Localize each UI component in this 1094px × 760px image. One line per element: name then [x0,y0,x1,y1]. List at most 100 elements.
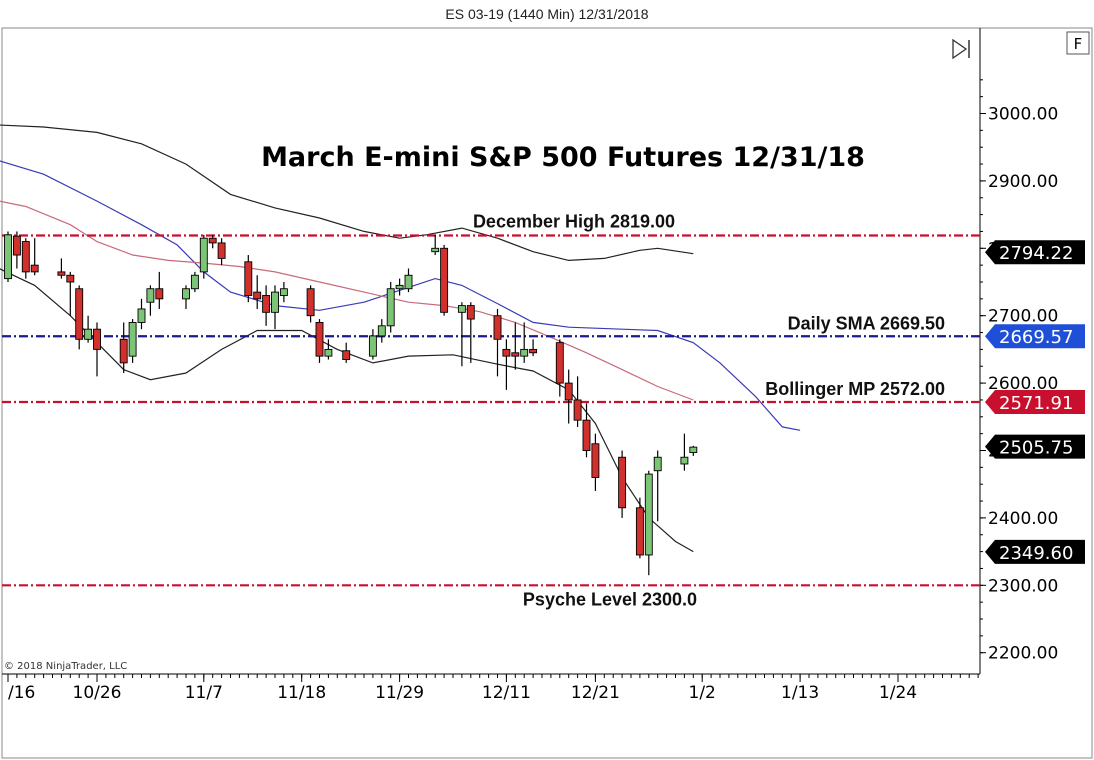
candle-body [119,338,128,364]
level-label: Psyche Level 2300.0 [523,589,697,609]
candle-body [520,348,529,357]
candle [306,285,315,323]
price-badge: 2349.60 [985,539,1085,564]
candle-body [502,348,511,357]
candle-body [618,456,627,509]
candle-body [377,325,386,337]
price-badge-bg [985,240,1085,265]
x-tick-label: 12/11 [482,683,531,703]
candle-body [146,288,155,303]
candle-body [493,315,502,340]
level-label: Daily SMA 2669.50 [788,313,945,333]
candle-body [564,382,573,401]
candle-body [653,456,662,472]
candle [30,238,39,276]
chart-header: ES 03-19 (1440 Min) 12/31/2018 [445,6,649,22]
candle-body [680,456,689,465]
candle [493,308,502,377]
candle-body [271,291,279,313]
y-tick-label: 2200.00 [988,644,1058,664]
price-badge: 2794.22 [985,240,1085,265]
candle [653,450,662,522]
candle-body [128,321,137,357]
price-badge-label: 2349.60 [999,543,1073,564]
candle [12,231,21,269]
f-button[interactable]: F [1066,31,1090,55]
candle-body [21,241,30,273]
candle [4,231,12,282]
x-tick-label: /16 [8,683,35,703]
y-tick-label: 2400.00 [988,509,1058,529]
candle-body [342,350,351,360]
candle [279,282,288,303]
level-label: December High 2819.00 [473,211,675,231]
y-tick-label: 2700.00 [988,307,1058,327]
candle [57,258,66,279]
f-button-label: F [1074,35,1083,53]
candle-body [529,348,538,354]
candle-body [431,247,440,253]
x-tick-label: 11/7 [185,683,223,703]
sma-line [0,160,801,431]
candle [217,238,226,266]
candlesticks [4,231,698,576]
candle-body [368,335,377,357]
candle-body [644,473,653,556]
candle-body [199,237,208,273]
candle [315,319,324,363]
candle-body [84,328,93,340]
candle-body [93,328,101,350]
x-tick-label: 1/24 [879,683,917,703]
candle-body [395,284,404,290]
candle [618,450,627,518]
candle-body [457,305,466,313]
candle [582,403,591,458]
price-badge: 2505.75 [985,434,1085,459]
candle-body [30,264,39,273]
candle [146,285,155,316]
candle-body [466,305,475,320]
candle-body [511,352,520,357]
candle [377,319,386,343]
candle-body [582,419,591,451]
lower-band-line [0,268,694,553]
candle-body [279,288,288,296]
candle [342,342,351,363]
candle [93,322,101,377]
candle [404,268,413,293]
candle [75,285,84,350]
candle-body [306,288,315,317]
candle-body [315,321,324,357]
price-badge-label: 2794.22 [999,243,1073,264]
candle [182,285,190,309]
price-badge-label: 2505.75 [999,438,1073,459]
candle-body [324,348,333,357]
candle-body [75,288,84,340]
chart-title: March E-mini S&P 500 Futures 12/31/18 [261,142,865,173]
price-badge: 2571.91 [985,390,1085,415]
candle [520,322,529,363]
candle-body [635,507,644,556]
candle [591,433,600,491]
candle [689,445,698,456]
candle [644,470,653,576]
bollinger-mid-line [0,200,694,401]
candle [137,298,146,330]
y-tick-label: 2600.00 [988,374,1058,394]
candle [155,271,164,309]
price-badge: 2669.57 [985,324,1085,349]
candle [564,369,573,424]
price-badge-bg [985,324,1085,349]
candle-body [57,271,66,276]
price-badge-label: 2571.91 [999,393,1073,414]
x-tick-label: 11/29 [375,683,424,703]
price-badge-bg [985,434,1085,459]
candle [573,376,582,427]
skip-end-icon[interactable] [952,38,970,60]
candle-body [190,274,199,290]
candle [244,255,253,303]
candle-body [386,288,395,327]
candle [190,271,199,293]
candle-body [573,399,582,421]
